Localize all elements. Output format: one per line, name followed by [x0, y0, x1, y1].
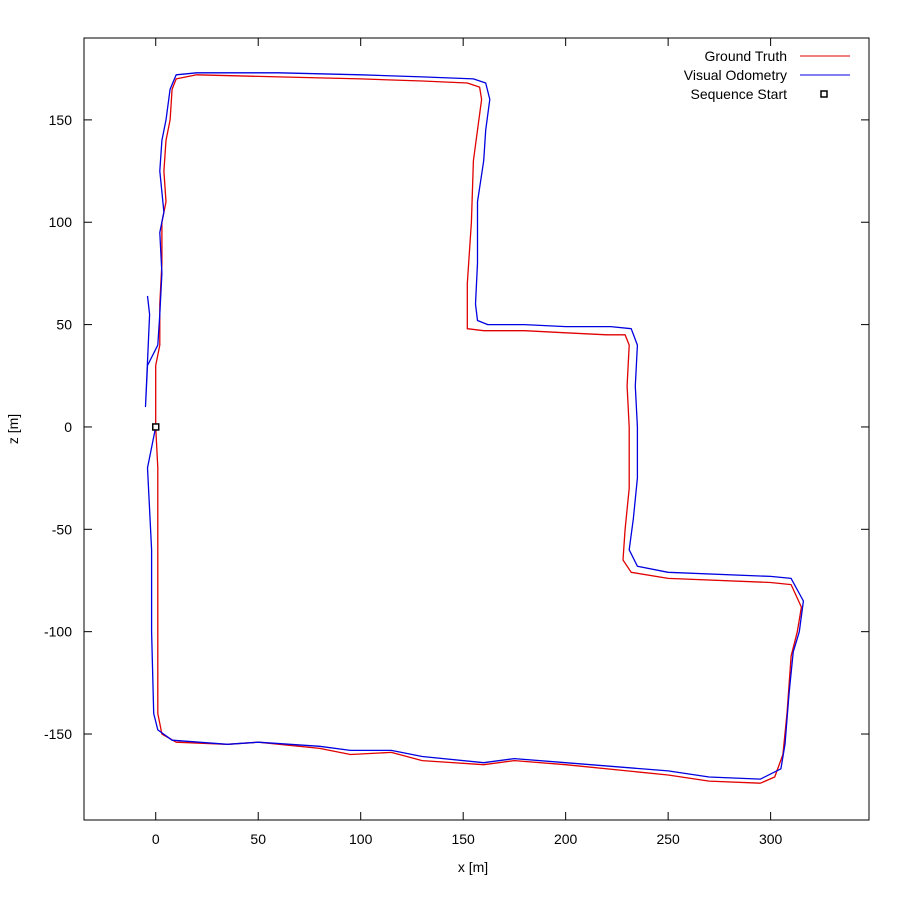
- x-tick-label: 150: [451, 831, 475, 847]
- sequence-start-marker: [151, 423, 160, 431]
- y-tick-label: 150: [49, 112, 73, 128]
- series-line-visual-odometry: [144, 72, 805, 780]
- legend: Ground Truth Visual Odometry Sequence St…: [684, 48, 850, 102]
- legend-label-ground-truth: Ground Truth: [705, 48, 788, 64]
- x-axis-label: x [m]: [458, 859, 488, 875]
- x-tick-label: 100: [349, 831, 373, 847]
- y-tick-label: -100: [44, 624, 72, 640]
- y-axis-label: z [m]: [5, 414, 21, 444]
- y-tick-label: 100: [49, 214, 73, 230]
- legend-swatch-sequence-start: [820, 90, 828, 98]
- legend-label-sequence-start: Sequence Start: [690, 86, 787, 102]
- plot-frame: [83, 37, 870, 821]
- x-tick-label: 50: [250, 831, 266, 847]
- x-tick-label: 300: [759, 831, 783, 847]
- y-tick-label: 0: [64, 419, 72, 435]
- y-axis-ticks: 150 100 50 0 -50 -100 -150: [44, 112, 869, 742]
- series-line-ground-truth: [155, 74, 803, 784]
- marker-group: [151, 423, 160, 431]
- y-tick-label: 50: [56, 317, 72, 333]
- x-tick-label: 250: [656, 831, 680, 847]
- x-axis-ticks: 0 50 100 150 200 250 300: [152, 38, 783, 847]
- y-tick-label: -50: [52, 521, 72, 537]
- legend-label-visual-odometry: Visual Odometry: [684, 67, 787, 83]
- y-tick-label: -150: [44, 726, 72, 742]
- x-tick-label: 0: [152, 831, 160, 847]
- series-group: [144, 72, 805, 784]
- x-tick-label: 200: [554, 831, 578, 847]
